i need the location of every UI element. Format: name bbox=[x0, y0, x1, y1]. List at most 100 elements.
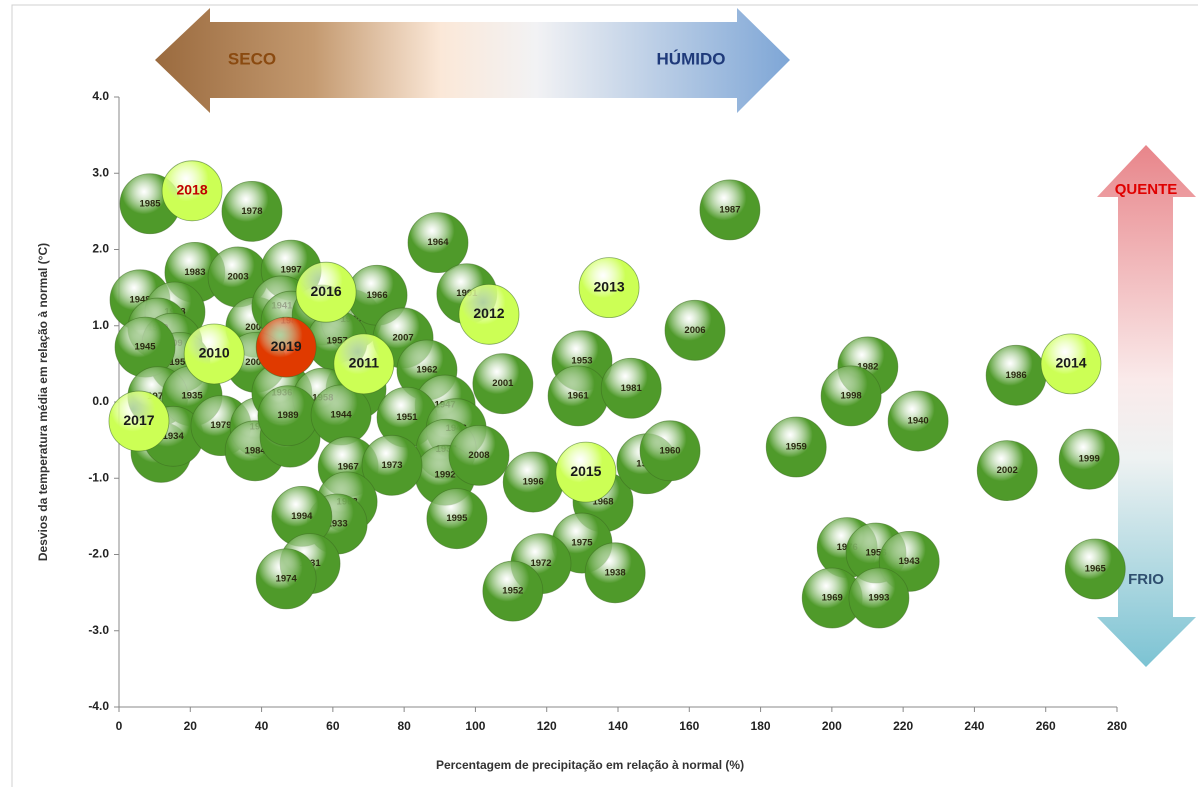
bubble bbox=[699, 179, 761, 241]
y-tick-label: 2.0 bbox=[92, 242, 109, 256]
data-label: 1961 bbox=[568, 390, 590, 401]
data-label: 1956 bbox=[865, 547, 886, 558]
data-label: 2014 bbox=[1055, 355, 1086, 371]
y-tick-label: 3.0 bbox=[92, 165, 109, 179]
y-tick-label: 0.0 bbox=[92, 394, 109, 408]
data-label: 1985 bbox=[139, 198, 161, 209]
x-tick-label: 80 bbox=[397, 719, 411, 733]
data-label: 1938 bbox=[605, 567, 626, 578]
bubble bbox=[472, 353, 534, 415]
y-axis-label: Desvios da temperatura média em relação … bbox=[36, 243, 50, 561]
data-label: 2004 bbox=[245, 322, 267, 333]
x-tick-label: 260 bbox=[1036, 719, 1056, 733]
data-label: 2012 bbox=[473, 305, 504, 321]
bubble bbox=[255, 548, 317, 610]
y-tick-label: 1.0 bbox=[92, 318, 109, 332]
data-label: 2019 bbox=[271, 338, 302, 354]
x-tick-label: 200 bbox=[822, 719, 842, 733]
data-label: 2015 bbox=[570, 463, 601, 479]
data-label: 1934 bbox=[163, 431, 185, 442]
y-tick-label: -4.0 bbox=[88, 699, 109, 713]
data-label: 1968 bbox=[592, 496, 613, 507]
x-tick-label: 180 bbox=[751, 719, 771, 733]
bubble bbox=[183, 323, 245, 385]
data-label: 1969 bbox=[822, 592, 843, 603]
data-label: 1997 bbox=[281, 265, 302, 276]
data-label: 1935 bbox=[181, 390, 203, 401]
frame bbox=[11, 4, 1198, 787]
data-label: 2006 bbox=[684, 325, 705, 336]
data-label: 1966 bbox=[366, 290, 387, 301]
data-label: 1984 bbox=[245, 445, 267, 456]
data-label: 1982 bbox=[857, 361, 878, 372]
bubble bbox=[448, 424, 510, 486]
data-label: 1948 bbox=[129, 294, 150, 305]
vertical-arrow bbox=[1097, 145, 1196, 667]
bubble bbox=[255, 316, 317, 378]
data-label: 1972 bbox=[530, 558, 551, 569]
arrow-label: HÚMIDO bbox=[657, 49, 726, 68]
x-tick-label: 100 bbox=[465, 719, 485, 733]
x-tick-label: 120 bbox=[537, 719, 557, 733]
data-label: 2008 bbox=[468, 450, 489, 461]
bubble bbox=[1058, 428, 1120, 490]
data-label: 2007 bbox=[393, 332, 414, 343]
data-label: 1955 bbox=[169, 357, 191, 368]
bubble bbox=[584, 542, 646, 604]
data-label: 1953 bbox=[571, 355, 592, 366]
data-label: 1993 bbox=[868, 592, 889, 603]
data-label: 1943 bbox=[899, 556, 920, 567]
bubble bbox=[108, 390, 170, 452]
data-label: 2010 bbox=[199, 345, 230, 361]
data-label: 1975 bbox=[571, 538, 593, 549]
bubble bbox=[295, 261, 357, 323]
bubble bbox=[639, 420, 701, 482]
x-tick-label: 20 bbox=[184, 719, 198, 733]
bubble bbox=[848, 567, 910, 629]
data-label: 1998 bbox=[841, 390, 862, 401]
x-axis-label: Percentagem de precipitação em relação à… bbox=[436, 758, 744, 772]
y-tick-label: 4.0 bbox=[92, 89, 109, 103]
bubble bbox=[600, 357, 662, 419]
data-label: 1959 bbox=[786, 442, 807, 453]
data-label: 1945 bbox=[134, 342, 156, 353]
data-label: 1933 bbox=[327, 519, 348, 530]
x-tick-label: 240 bbox=[964, 719, 984, 733]
y-tick-label: -3.0 bbox=[88, 623, 109, 637]
x-tick-label: 0 bbox=[116, 719, 123, 733]
data-label: 1967 bbox=[338, 461, 359, 472]
data-label: 2003 bbox=[227, 271, 248, 282]
bubble bbox=[361, 434, 423, 496]
plot: 4.0 3.0 2.0 1.0 0.0 -1.0 -2.0 -3.0 -4.0 0 20 40 60 80… bbox=[88, 89, 1127, 733]
bubble bbox=[482, 560, 544, 622]
bubble bbox=[765, 416, 827, 478]
data-label: 1978 bbox=[241, 206, 262, 217]
data-label: 1944 bbox=[330, 409, 352, 420]
bubble bbox=[820, 365, 882, 427]
data-label: 1964 bbox=[427, 237, 449, 248]
data-label: 1983 bbox=[184, 267, 205, 278]
bubble bbox=[555, 441, 617, 503]
bubble bbox=[976, 440, 1038, 502]
data-label: 1986 bbox=[1006, 370, 1027, 381]
x-tick-label: 40 bbox=[255, 719, 269, 733]
data-label: 1994 bbox=[291, 511, 313, 522]
data-label: 2001 bbox=[492, 378, 514, 389]
data-label: 1987 bbox=[719, 204, 740, 215]
data-label: 1952 bbox=[502, 586, 523, 597]
data-label: 2016 bbox=[311, 283, 342, 299]
arrow-label: SECO bbox=[228, 49, 276, 68]
bubble bbox=[887, 390, 949, 452]
bubble bbox=[458, 283, 520, 345]
data-label: 1971 bbox=[147, 391, 169, 402]
bubble bbox=[333, 333, 395, 395]
bubble bbox=[221, 180, 283, 242]
data-label: 1965 bbox=[1085, 564, 1107, 575]
bubble bbox=[1040, 333, 1102, 395]
data-label: 1960 bbox=[659, 445, 680, 456]
x-tick-label: 140 bbox=[608, 719, 628, 733]
data-label: 1995 bbox=[446, 513, 468, 524]
data-label: 2018 bbox=[176, 181, 207, 197]
data-label: 1957 bbox=[327, 336, 348, 347]
